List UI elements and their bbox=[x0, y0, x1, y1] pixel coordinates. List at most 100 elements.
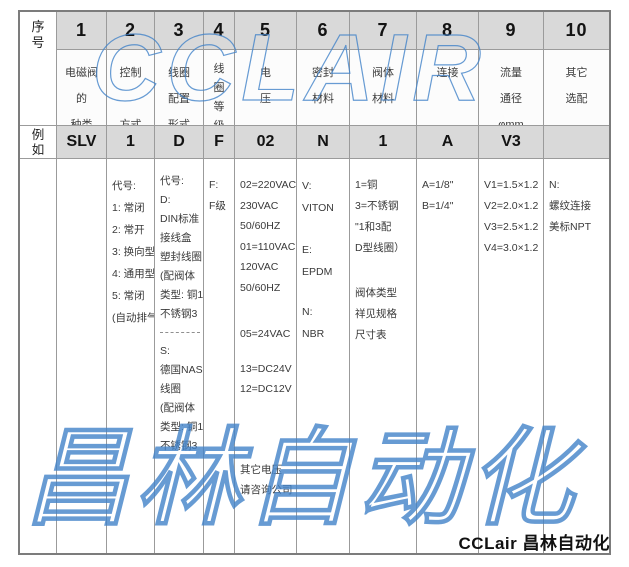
col-8-title: 连接 bbox=[417, 50, 479, 126]
col-1-number: 1 bbox=[57, 12, 107, 50]
col-2-title: 控制 方式 bbox=[107, 50, 155, 126]
code-list: A=1/8" B=1/4" bbox=[422, 175, 478, 217]
text-line: V4=3.0×1.2 bbox=[484, 242, 539, 254]
text-line: VITON bbox=[302, 202, 334, 214]
text-line: 其它 bbox=[565, 67, 588, 79]
col-10-body: N: 螺纹连接 美标NPT bbox=[544, 159, 609, 553]
text-line: 电 bbox=[260, 67, 271, 79]
text-line: B=1/4" bbox=[422, 200, 454, 212]
text-line: 阀体类型 bbox=[355, 287, 397, 299]
text-line: 1: 常闭 bbox=[112, 202, 145, 214]
col-3-number: 3 bbox=[155, 12, 204, 50]
text-line: 不锈钢3 bbox=[160, 308, 198, 320]
col-8-example: A bbox=[417, 126, 479, 159]
col-1-body bbox=[57, 159, 107, 553]
text-line: 方式 bbox=[119, 119, 142, 126]
text-line: 圈 bbox=[213, 82, 225, 94]
col-9-number: 9 bbox=[479, 12, 544, 50]
code-list: V: VITON bbox=[302, 175, 349, 219]
text-line: NBR bbox=[302, 328, 325, 340]
serial-header-line: 号 bbox=[31, 35, 45, 50]
text-line: 4: 通用型 bbox=[112, 268, 155, 280]
col-2-body: 代号: 1: 常闭 2: 常开 3: 换向型 4: 通用型 5: 常闭 (自动排气) bbox=[107, 159, 155, 553]
text-line: 材料 bbox=[312, 93, 334, 105]
text-line: N: bbox=[549, 179, 560, 191]
col-2-number: 2 bbox=[107, 12, 155, 50]
col-8-body: A=1/8" B=1/4" bbox=[417, 159, 479, 553]
text-line: S: bbox=[160, 345, 170, 357]
col-7-body: 1=铜 3=不锈钢 "1和3配 D型线圈） 阀体类型 祥见规格 尺寸表 bbox=[350, 159, 417, 553]
col-4-title: 线圈等级 bbox=[204, 50, 235, 126]
col-1-title: 电磁阀的种类 bbox=[57, 50, 107, 126]
col-1-example: SLV bbox=[57, 126, 107, 159]
text-line: 的 bbox=[76, 93, 87, 105]
text-line: 12=DC12V bbox=[240, 383, 292, 395]
code-list: E: EPDM bbox=[302, 239, 349, 283]
text-line: A=1/8" bbox=[422, 179, 454, 191]
text-line: D: bbox=[160, 194, 171, 206]
text-line: 级 bbox=[213, 120, 225, 126]
brand-text: CCLair 昌林自动化 bbox=[458, 534, 610, 553]
text-line: 代号: bbox=[112, 180, 136, 192]
col-10-number: 10 bbox=[544, 12, 609, 50]
col-10-example bbox=[544, 126, 609, 159]
text-line: 120VAC bbox=[240, 261, 279, 273]
text-line: 流量 bbox=[500, 67, 522, 79]
text-line: 3: 换向型 bbox=[112, 246, 155, 258]
code-list: N: NBR bbox=[302, 301, 349, 345]
ordering-code-table: 序 号 1 2 3 4 5 6 7 8 9 10 电磁阀的种类 控制 方式 线圈配… bbox=[18, 10, 611, 555]
col-4-number: 4 bbox=[204, 12, 235, 50]
text-line: 美标NPT bbox=[549, 221, 591, 233]
text-line: 不锈钢3 bbox=[160, 440, 198, 452]
text-line: 材料 bbox=[372, 93, 394, 105]
text-line: 连接 bbox=[436, 67, 459, 79]
text-line: 请咨询公司 bbox=[240, 484, 293, 496]
text-line: 50/60HZ bbox=[240, 220, 281, 232]
example-header-cell: 例 如 bbox=[20, 126, 57, 159]
text-line: 05=24VAC bbox=[240, 328, 291, 340]
code-list: 13=DC24V 12=DC12V bbox=[240, 359, 296, 400]
text-line: D型线圈） bbox=[355, 242, 405, 254]
col-4-body: F: F级 bbox=[204, 159, 235, 553]
text-line: 代号: bbox=[160, 175, 184, 187]
text-line: DIN标准 bbox=[160, 213, 200, 225]
col-9-body: V1=1.5×1.2 V2=2.0×1.2 V3=2.5×1.2 V4=3.0×1.2 bbox=[479, 159, 544, 553]
text-line: 2: 常开 bbox=[112, 224, 145, 236]
text-line: 线 bbox=[213, 63, 225, 75]
serial-header-cell: 序 号 bbox=[20, 12, 57, 126]
text-line: (自动排气) bbox=[112, 312, 154, 324]
text-line: 电磁阀 bbox=[65, 67, 98, 79]
section-divider bbox=[160, 332, 200, 333]
col-9-title: 流量通径 φmm bbox=[479, 50, 544, 126]
col-8-number: 8 bbox=[417, 12, 479, 50]
col-5-body: 02=220VAC 230VAC 50/60HZ 01=110VAC 120VAC 50/… bbox=[235, 159, 297, 553]
text-line: 选配 bbox=[565, 93, 588, 105]
col-7-example: 1 bbox=[350, 126, 417, 159]
text-line: 50/60HZ bbox=[240, 281, 281, 294]
text-line: V: bbox=[302, 180, 312, 192]
text-line: 02=220VAC bbox=[240, 179, 297, 191]
text-line: 接线盒 bbox=[160, 232, 192, 244]
code-list: 其它电压 请咨询公司 bbox=[240, 460, 296, 501]
text-line: 通径 bbox=[500, 93, 522, 105]
text-line: 阀体 bbox=[372, 67, 394, 79]
col-6-body: V: VITON E: EPDM N: NBR bbox=[297, 159, 350, 553]
text-line: 3=不锈钢 bbox=[355, 200, 399, 212]
text-line: 类型: 铜1 bbox=[160, 421, 204, 433]
col-7-number: 7 bbox=[350, 12, 417, 50]
text-line: 德国NASS bbox=[160, 364, 203, 376]
code-list: 阀体类型 祥见规格 尺寸表 bbox=[355, 283, 416, 346]
code-list: N: 螺纹连接 美标NPT bbox=[549, 175, 609, 238]
text-line: EPDM bbox=[302, 266, 333, 278]
text-line: F: bbox=[209, 179, 219, 191]
text-line: 01=110VAC bbox=[240, 240, 296, 253]
text-line: 压 bbox=[260, 93, 271, 105]
text-line: (配阀体 bbox=[160, 270, 195, 282]
text-line: φmm bbox=[498, 119, 524, 126]
text-line: 形式 bbox=[168, 119, 190, 126]
col-6-number: 6 bbox=[297, 12, 350, 50]
col-9-example: V3 bbox=[479, 126, 544, 159]
col-6-example: N bbox=[297, 126, 350, 159]
